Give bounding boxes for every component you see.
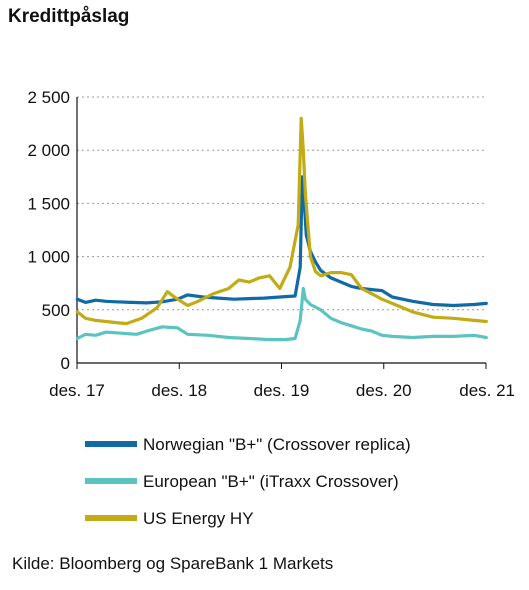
x-tick-label: des. 20 bbox=[356, 381, 412, 400]
legend-label-2: US Energy HY bbox=[143, 509, 254, 528]
series-lines bbox=[75, 116, 488, 342]
chart-title: Kredittpåslag bbox=[8, 6, 130, 27]
grid-lines bbox=[77, 96, 486, 311]
series-line-2 bbox=[75, 116, 488, 326]
y-tick-label: 2 000 bbox=[27, 141, 70, 160]
x-axis-tick-labels: des. 17 des. 18 des. 19 des. 20 des. 21 bbox=[49, 381, 515, 400]
y-tick-label: 1 000 bbox=[27, 248, 70, 267]
axes bbox=[76, 97, 487, 369]
y-tick-label: 2 500 bbox=[27, 88, 70, 107]
series-line-1 bbox=[75, 286, 488, 342]
x-tick-label: des. 17 bbox=[49, 381, 105, 400]
y-axis-tick-labels: 0 500 1 000 1 500 2 000 2 500 bbox=[27, 88, 70, 373]
source-note: Kilde: Bloomberg og SpareBank 1 Markets bbox=[12, 554, 334, 573]
legend: Norwegian "B+" (Crossover replica) Europe… bbox=[85, 435, 411, 528]
x-tick-label: des. 19 bbox=[254, 381, 310, 400]
x-tick-label: des. 18 bbox=[151, 381, 207, 400]
y-tick-label: 1 500 bbox=[27, 194, 70, 213]
x-tick-label: des. 21 bbox=[459, 381, 515, 400]
legend-label-0: Norwegian "B+" (Crossover replica) bbox=[143, 435, 411, 454]
y-tick-label: 0 bbox=[61, 354, 70, 373]
legend-label-1: European "B+" (iTraxx Crossover) bbox=[143, 472, 399, 491]
series-line-0 bbox=[75, 175, 488, 308]
y-tick-label: 500 bbox=[42, 301, 70, 320]
